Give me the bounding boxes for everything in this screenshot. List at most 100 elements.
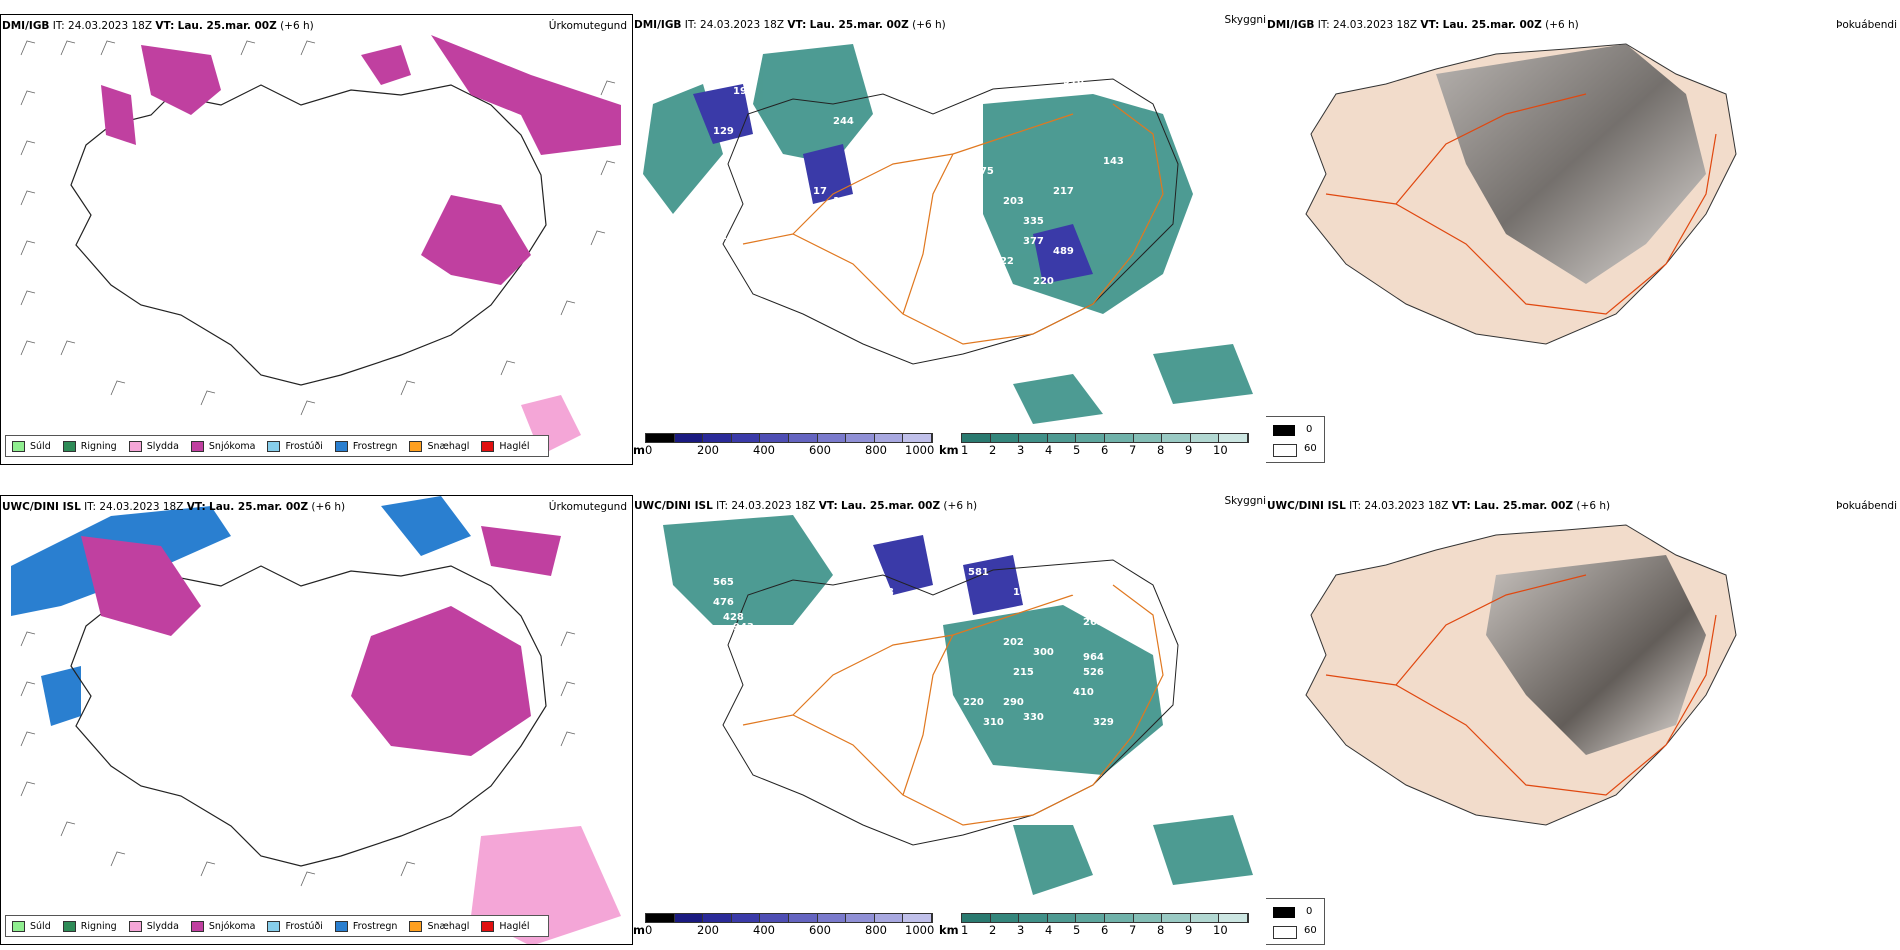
legend-item: Frostregn bbox=[334, 440, 397, 452]
fog-index-map-bottom bbox=[1305, 524, 1737, 826]
tick-label: 3 bbox=[1017, 923, 1025, 937]
legend-item: Haglél bbox=[481, 440, 530, 452]
visibility-value-label: 143 bbox=[1103, 156, 1124, 167]
it-value: 24.03.2023 18Z bbox=[1333, 19, 1418, 31]
visibility-map-top: 625 159 868 916 1000 194 244 204 129 305 17 175 203 2… bbox=[643, 44, 1253, 424]
iceland-outline bbox=[722, 78, 1179, 365]
visibility-km-areas bbox=[643, 44, 1253, 424]
tick-label: 600 bbox=[809, 443, 831, 457]
legend-item: Snæhagl bbox=[409, 440, 469, 452]
colorbar-strip bbox=[961, 913, 1249, 923]
visibility-value-label: 329 bbox=[1093, 717, 1114, 728]
visibility-value-label: 581 bbox=[968, 567, 989, 578]
panel-header: DMI/IGB IT: 24.03.2023 18Z VT: Lau. 25.m… bbox=[634, 19, 946, 31]
fog-legend: 0 60 bbox=[1266, 898, 1325, 945]
vt-label: VT: bbox=[1451, 500, 1471, 512]
visibility-value-label: 335 bbox=[1023, 216, 1044, 227]
tick-label: 1000 bbox=[905, 443, 935, 457]
forecast-offset: (+6 h) bbox=[943, 500, 978, 512]
legend-item: Slydda bbox=[128, 440, 179, 452]
precip-type-panel-top: DMI/IGB IT: 24.03.2023 18Z VT: Lau. 25.m… bbox=[0, 14, 633, 465]
precip-legend: Súld Rigning Slydda Snjókoma Frostúði Fr… bbox=[5, 915, 549, 937]
it-value: 24.03.2023 18Z bbox=[700, 19, 785, 31]
forecast-offset: (+6 h) bbox=[912, 19, 946, 31]
colorbar-unit: m bbox=[633, 443, 645, 457]
vt-value: Lau. 25.mar. 00Z bbox=[841, 500, 941, 512]
visibility-panel-bottom: 565 476 428 943 168 581 143 96 263 202 300 964 215 29… bbox=[633, 495, 1266, 945]
colorbar-unit: km bbox=[939, 443, 959, 457]
colorbar-strip bbox=[645, 433, 933, 443]
tick-label: 1 bbox=[961, 443, 969, 457]
visibility-value-label: 159 bbox=[948, 86, 969, 97]
it-value: 24.03.2023 18Z bbox=[731, 500, 816, 512]
fog-index-panel-bottom: UWC/DINI ISL IT: 24.03.2023 18Z VT: Lau.… bbox=[1266, 495, 1900, 945]
visibility-value-label: 175 bbox=[973, 166, 994, 177]
tick-label: 9 bbox=[1185, 923, 1193, 937]
colorbar-unit: m bbox=[633, 923, 645, 937]
visibility-value-label: 113 bbox=[933, 236, 954, 247]
visibility-value-label: 204 bbox=[873, 116, 894, 127]
it-label: IT: bbox=[684, 19, 697, 31]
visibility-value-label: 476 bbox=[713, 597, 734, 608]
vt-value: Lau. 25.mar. 00Z bbox=[1474, 500, 1574, 512]
tick-label: 400 bbox=[753, 443, 775, 457]
model-name: UWC/DINI ISL bbox=[634, 500, 713, 512]
visibility-m-areas bbox=[693, 84, 1093, 284]
model-name: DMI/IGB bbox=[634, 19, 682, 31]
it-label: IT: bbox=[716, 500, 729, 512]
tick-label: 7 bbox=[1129, 923, 1137, 937]
road-network bbox=[742, 103, 1164, 345]
iceland-outline bbox=[722, 559, 1179, 846]
legend-item: Haglél bbox=[481, 920, 530, 932]
tick-label: 200 bbox=[697, 443, 719, 457]
fog-index-panel-top: DMI/IGB IT: 24.03.2023 18Z VT: Lau. 25.m… bbox=[1266, 14, 1900, 465]
visibility-panel-top: 625 159 868 916 1000 194 244 204 129 305 17 175 203 2… bbox=[633, 14, 1266, 465]
visibility-value-label: 220 bbox=[1033, 276, 1054, 287]
visibility-value-label: 168 bbox=[873, 587, 894, 598]
legend-item: Súld bbox=[12, 440, 51, 452]
it-value: 24.03.2023 18Z bbox=[99, 501, 184, 513]
fog-legend-high: 60 bbox=[1304, 443, 1317, 454]
visibility-value-label: 17 bbox=[933, 697, 947, 708]
visibility-km-areas bbox=[663, 515, 1253, 895]
legend-item: Frostúði bbox=[267, 440, 323, 452]
model-name: DMI/IGB bbox=[2, 20, 50, 32]
tick-label: 7 bbox=[1129, 443, 1137, 457]
product-title: Skyggni bbox=[1224, 14, 1267, 26]
visibility-value-label: 158 bbox=[983, 266, 1004, 277]
colorbar-strip bbox=[961, 433, 1249, 443]
visibility-value-label: 300 bbox=[1033, 647, 1054, 658]
iceland-outline bbox=[70, 84, 547, 386]
legend-item: Frostregn bbox=[334, 920, 397, 932]
tick-label: 4 bbox=[1045, 923, 1053, 937]
visibility-value-label: 310 bbox=[983, 717, 1004, 728]
tick-label: 1000 bbox=[905, 923, 935, 937]
forecast-offset: (+6 h) bbox=[1545, 19, 1579, 31]
visibility-value-label: 251 bbox=[973, 236, 994, 247]
vt-label: VT: bbox=[155, 20, 175, 32]
visibility-value-label: 62 bbox=[713, 231, 727, 242]
precip-type-map-top bbox=[20, 35, 621, 455]
visibility-value-label: 410 bbox=[1073, 687, 1094, 698]
tick-label: 5 bbox=[1073, 443, 1081, 457]
tick-label: 1 bbox=[961, 923, 969, 937]
visibility-value-label: 943 bbox=[733, 622, 754, 633]
snowfall-areas bbox=[81, 526, 561, 756]
legend-item: Rigning bbox=[62, 440, 117, 452]
visibility-value-label: 1000 bbox=[1193, 106, 1221, 117]
legend-item: Snjókoma bbox=[190, 440, 255, 452]
panel-header: UWC/DINI ISL IT: 24.03.2023 18Z VT: Lau.… bbox=[634, 500, 977, 512]
tick-label: 200 bbox=[697, 923, 719, 937]
legend-item: Snjókoma bbox=[190, 920, 255, 932]
vt-label: VT: bbox=[787, 19, 807, 31]
colorbar-strip bbox=[645, 913, 933, 923]
visibility-value-label: 17 bbox=[813, 186, 827, 197]
forecast-offset: (+6 h) bbox=[311, 501, 346, 513]
visibility-value-label: 330 bbox=[1023, 712, 1044, 723]
visibility-value-label: 129 bbox=[713, 126, 734, 137]
visibility-value-label: 625 bbox=[1013, 46, 1034, 57]
visibility-value-label: 194 bbox=[733, 86, 754, 97]
sleet-areas bbox=[471, 826, 621, 944]
